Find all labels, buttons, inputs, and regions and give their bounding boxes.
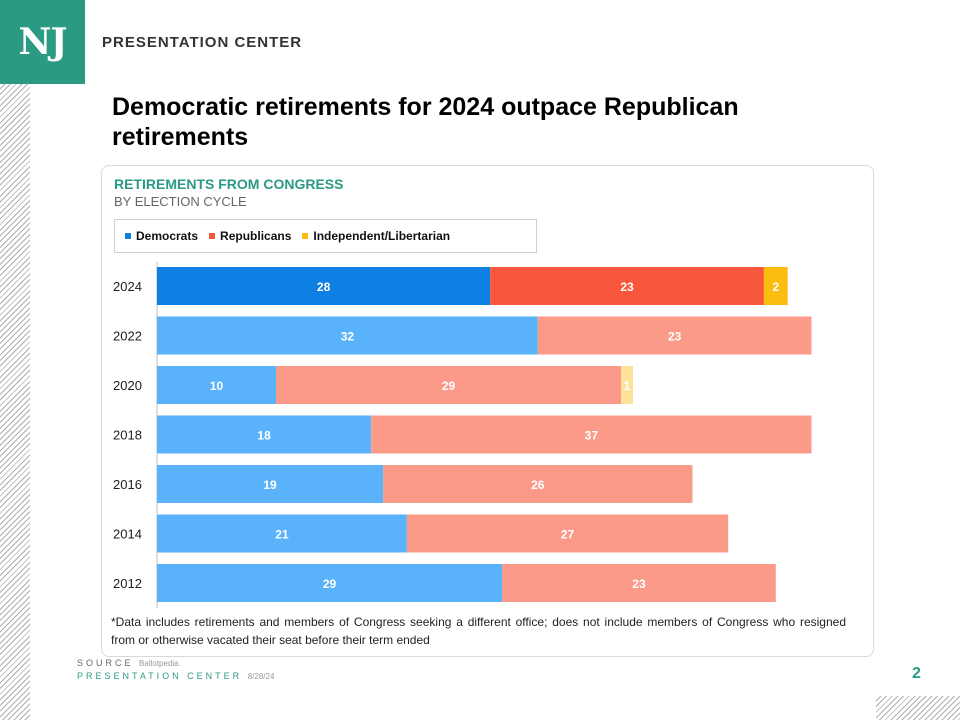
y-tick-label: 2012 xyxy=(113,576,142,591)
data-label-independent-2024: 2 xyxy=(772,280,779,294)
bar-republicans-2018 xyxy=(371,415,812,454)
brand-name: PRESENTATION CENTER xyxy=(102,34,303,51)
bar-independent-2020 xyxy=(621,366,633,404)
data-label-democrats-2024: 28 xyxy=(317,280,331,294)
chart-footnote: *Data includes retirements and members o… xyxy=(111,615,846,647)
data-label-democrats-2014: 21 xyxy=(275,528,289,542)
legend-swatch-democrats xyxy=(125,233,131,239)
left-hatch-decoration xyxy=(0,84,30,720)
legend-item-democrats: Democrats xyxy=(125,229,198,243)
bar-republicans-2012 xyxy=(502,564,776,602)
bar-democrats-2018 xyxy=(157,415,372,454)
data-label-republicans-2024: 23 xyxy=(620,280,634,294)
legend-label-republicans: Republicans xyxy=(220,229,292,243)
presentation-label: PRESENTATION CENTER xyxy=(77,671,243,681)
bar-democrats-2024 xyxy=(157,267,491,305)
bar-republicans-2016 xyxy=(383,465,693,503)
data-label-democrats-2020: 10 xyxy=(210,379,224,393)
bar-republicans-2024 xyxy=(490,267,764,305)
data-label-republicans-2022: 23 xyxy=(668,330,682,344)
legend-item-republicans: Republicans xyxy=(209,229,291,243)
bar-democrats-2016 xyxy=(157,465,384,503)
bar-democrats-2022 xyxy=(157,316,538,355)
bar-republicans-2014 xyxy=(406,514,729,553)
nj-logo: NJ xyxy=(0,0,85,84)
y-tick-label: 2020 xyxy=(113,378,142,393)
data-label-democrats-2022: 32 xyxy=(341,330,355,344)
bar-democrats-2014 xyxy=(157,514,407,553)
y-tick-label: 2018 xyxy=(113,428,142,443)
chart-legend: Democrats Republicans Independent/Libert… xyxy=(114,219,537,253)
bar-republicans-2020 xyxy=(276,366,622,404)
y-tick-label: 2014 xyxy=(113,527,142,542)
y-tick-label: 2024 xyxy=(113,279,142,294)
source-line: SOURCE Ballotpedia. xyxy=(77,658,181,668)
chart-title: RETIREMENTS FROM CONGRESS xyxy=(114,176,344,192)
data-label-democrats-2012: 29 xyxy=(323,577,337,591)
data-label-republicans-2014: 27 xyxy=(561,528,575,542)
legend-label-democrats: Democrats xyxy=(136,229,199,243)
presentation-date: 8/28/24 xyxy=(247,672,275,681)
data-label-republicans-2016: 26 xyxy=(531,478,545,492)
y-tick-label: 2022 xyxy=(113,329,142,344)
data-label-republicans-2020: 29 xyxy=(442,379,456,393)
data-label-democrats-2016: 19 xyxy=(263,478,277,492)
bar-democrats-2012 xyxy=(157,564,503,602)
page-title: Democratic retirements for 2024 outpace … xyxy=(112,93,739,151)
source-label: SOURCE xyxy=(77,658,134,668)
source-value: Ballotpedia. xyxy=(139,659,181,668)
data-label-republicans-2012: 23 xyxy=(632,577,646,591)
data-label-democrats-2018: 18 xyxy=(257,429,271,443)
page-number: 2 xyxy=(912,665,921,682)
legend-label-independent: Independent/Libertarian xyxy=(313,229,451,243)
presentation-line: PRESENTATION CENTER 8/28/24 xyxy=(77,671,274,681)
bar-democrats-2020 xyxy=(157,366,276,404)
legend-swatch-independent xyxy=(302,233,309,239)
data-label-republicans-2018: 37 xyxy=(585,429,599,443)
y-tick-label: 2016 xyxy=(113,477,142,492)
bar-republicans-2022 xyxy=(537,316,812,355)
chart-subtitle: BY ELECTION CYCLE xyxy=(114,194,247,209)
legend-item-independent: Independent/Libertarian xyxy=(302,229,450,243)
corner-hatch-decoration xyxy=(876,696,960,720)
logo-text: NJ xyxy=(18,21,68,63)
data-label-independent-2020: 1 xyxy=(624,379,631,393)
legend-swatch-republicans xyxy=(209,233,216,239)
bar-independent-2024 xyxy=(763,267,788,305)
